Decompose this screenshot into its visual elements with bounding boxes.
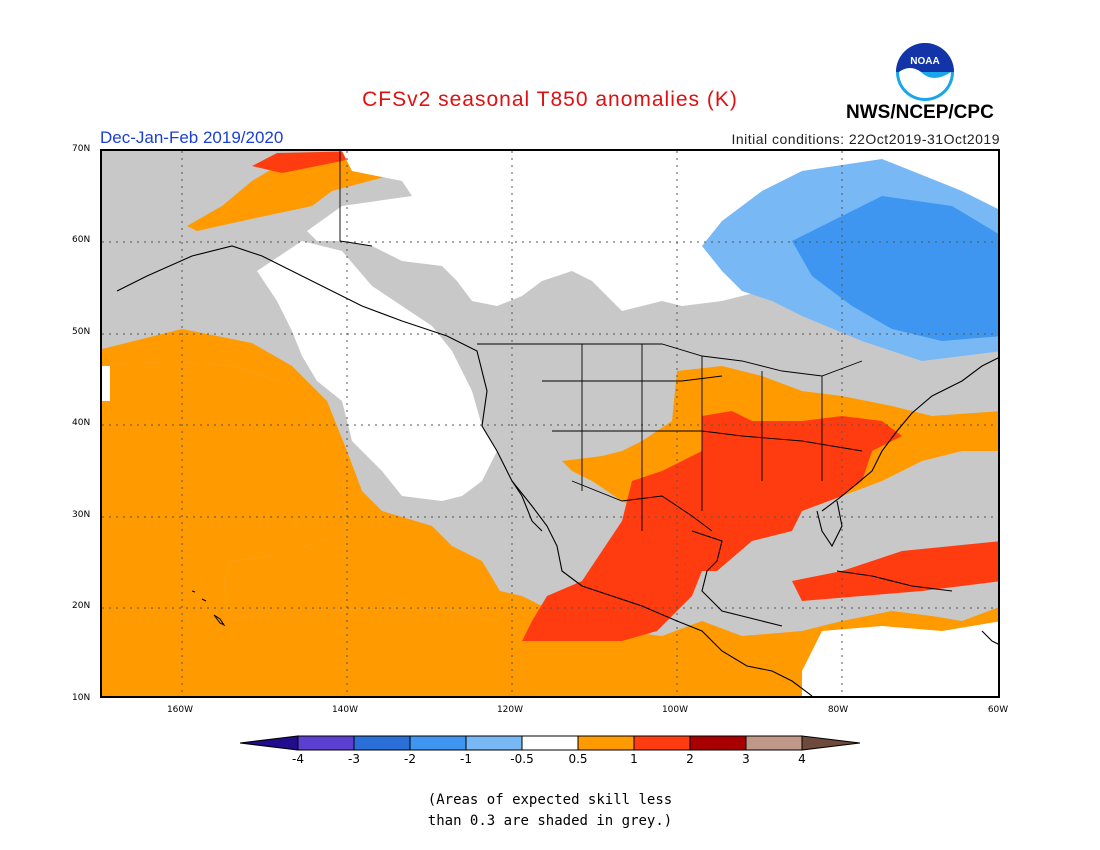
legend-p2-p3 — [689, 735, 747, 751]
lat-label-70n: 70N — [72, 144, 91, 154]
legend-below-4 — [240, 735, 299, 751]
footnote-line-2: than 0.3 are shaded in grey.) — [427, 813, 673, 829]
state-borders — [339, 151, 863, 532]
anomaly-map — [102, 151, 998, 696]
noaa-logo-icon: NOAA — [896, 43, 954, 101]
lat-label-40n: 40N — [72, 418, 91, 428]
legend-label-m1: -1 — [460, 752, 472, 766]
lon-label-100w: 100W — [661, 705, 689, 715]
legend-label-m3: -3 — [348, 752, 360, 766]
legend-label-m05: -0.5 — [510, 752, 534, 766]
lat-label-30n: 30N — [72, 510, 91, 520]
legend-label-p1: 1 — [630, 752, 638, 766]
legend-p3-p4 — [745, 735, 803, 751]
lon-label-80w: 80W — [827, 705, 849, 715]
footnote: (Areas of expected skill less than 0.3 a… — [0, 790, 1100, 832]
season-label: Dec-Jan-Feb 2019/2020 — [100, 128, 284, 147]
lat-label-60n: 60N — [72, 235, 91, 245]
legend-label-p05: 0.5 — [568, 752, 588, 766]
agency-label: NWS/NCEP/CPC — [846, 102, 994, 123]
lon-label-120w: 120W — [496, 705, 524, 715]
legend-label-m4: -4 — [292, 752, 304, 766]
initial-conditions-label: Initial conditions: 22Oct2019-31Oct2019 — [731, 131, 1000, 147]
lon-label-140w: 140W — [331, 705, 359, 715]
pacific-warm-region — [102, 329, 522, 621]
color-legend — [240, 735, 860, 751]
lat-label-20n: 20N — [72, 601, 91, 611]
legend-neutral — [521, 735, 579, 751]
pacific-warm-lower — [102, 361, 998, 696]
map-panel — [100, 149, 1000, 698]
footnote-line-1: (Areas of expected skill less — [427, 792, 673, 808]
hawaii-islands — [191, 590, 226, 627]
legend-m1-m05 — [465, 735, 523, 751]
legend-label-m2: -2 — [404, 752, 416, 766]
legend-m4-m3 — [297, 735, 355, 751]
lon-label-60w: 60W — [987, 705, 1009, 715]
alaska-red-region — [252, 151, 367, 173]
logo-text: NOAA — [910, 56, 939, 67]
legend-label-p3: 3 — [742, 752, 750, 766]
legend-above-4 — [801, 735, 860, 751]
legend-p1-p2 — [633, 735, 691, 751]
us-mexico-hot-region — [522, 411, 902, 641]
chart-title: CFSv2 seasonal T850 anomalies (K) — [362, 88, 738, 111]
graticule — [102, 151, 998, 696]
hawaii-neutral — [102, 366, 110, 401]
legend-label-p2: 2 — [686, 752, 694, 766]
legend-m2-m1 — [409, 735, 467, 751]
caribbean-neutral — [802, 621, 998, 696]
legend-m3-m2 — [353, 735, 411, 751]
legend-p05-p1 — [577, 735, 635, 751]
lat-label-10n: 10N — [72, 693, 91, 703]
canada-colder-region — [792, 196, 998, 341]
west-neutral-region — [257, 241, 497, 501]
caribbean-hot-strip — [792, 541, 998, 601]
legend-label-p4: 4 — [798, 752, 806, 766]
lon-label-160w: 160W — [166, 705, 194, 715]
coastlines — [116, 245, 998, 696]
lat-label-50n: 50N — [72, 327, 91, 337]
